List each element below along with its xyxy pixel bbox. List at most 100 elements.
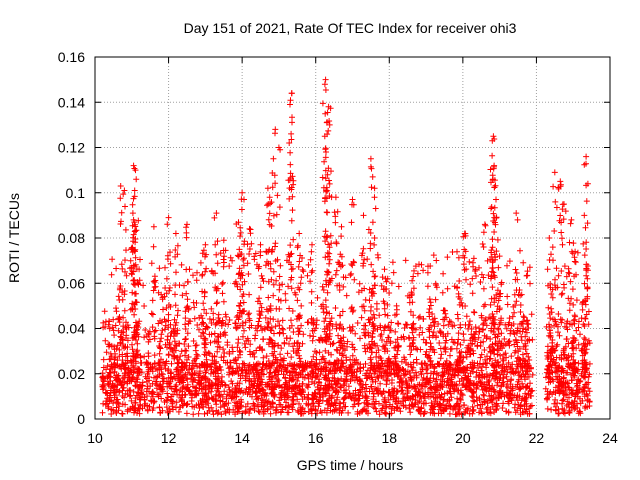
- data-point: [498, 330, 505, 337]
- data-point: [214, 348, 221, 355]
- data-point: [435, 372, 442, 378]
- data-point: [156, 265, 163, 272]
- data-point: [436, 340, 443, 346]
- data-point: [236, 303, 243, 310]
- data-point: [559, 235, 565, 242]
- data-point: [576, 408, 583, 415]
- data-point: [580, 240, 587, 247]
- data-point: [228, 378, 235, 385]
- data-point: [401, 372, 408, 379]
- data-point: [437, 406, 443, 413]
- data-point: [560, 396, 567, 403]
- data-point: [471, 398, 478, 405]
- data-point: [351, 276, 358, 283]
- data-point: [106, 398, 113, 405]
- data-point: [544, 343, 551, 350]
- data-point: [175, 408, 182, 415]
- data-point: [197, 259, 204, 266]
- data-point: [357, 368, 364, 374]
- data-point: [264, 323, 271, 330]
- data-point: [313, 321, 320, 328]
- data-point: [551, 228, 558, 234]
- data-point: [276, 397, 283, 404]
- data-point: [417, 324, 424, 331]
- data-point: [368, 374, 375, 381]
- data-point: [558, 291, 565, 298]
- data-point-peak: [322, 76, 329, 83]
- data-point: [308, 269, 315, 276]
- data-point: [164, 256, 171, 263]
- data-point: [441, 396, 447, 403]
- data-point: [545, 304, 552, 311]
- data-point: [341, 403, 348, 410]
- data-point: [500, 400, 507, 407]
- data-point: [478, 312, 485, 319]
- data-point: [348, 270, 355, 277]
- data-point: [571, 258, 578, 265]
- data-point: [217, 383, 224, 390]
- data-point: [491, 331, 498, 338]
- data-point: [348, 219, 355, 226]
- data-point: [244, 373, 250, 380]
- data-point: [412, 400, 419, 407]
- data-point: [185, 343, 192, 350]
- data-point: [440, 322, 447, 329]
- data-point: [481, 399, 488, 406]
- data-point: [119, 265, 126, 272]
- data-point: [319, 174, 326, 181]
- data-point: [553, 354, 560, 361]
- data-point: [356, 395, 363, 402]
- data-point: [215, 409, 222, 416]
- y-tick-label: 0.16: [58, 49, 85, 65]
- data-point: [558, 268, 565, 274]
- data-point: [296, 355, 303, 362]
- data-point: [569, 390, 575, 397]
- data-point: [548, 406, 555, 413]
- data-point: [267, 410, 274, 417]
- data-point: [493, 248, 500, 255]
- data-point: [200, 300, 207, 307]
- data-point: [347, 356, 354, 363]
- data-point: [309, 267, 316, 274]
- data-point: [456, 378, 463, 385]
- data-point: [308, 373, 314, 380]
- data-point: [277, 356, 284, 363]
- data-point: [566, 307, 573, 314]
- data-point: [361, 332, 368, 339]
- data-point: [567, 321, 573, 327]
- data-point: [206, 316, 213, 322]
- data-point: [148, 397, 154, 404]
- data-point: [135, 217, 142, 224]
- data-point: [141, 303, 148, 309]
- data-point: [508, 353, 515, 360]
- data-point: [310, 400, 317, 407]
- data-point: [371, 194, 378, 201]
- data-point: [410, 285, 417, 292]
- data-point: [121, 307, 128, 314]
- data-point: [140, 282, 147, 289]
- data-point: [583, 246, 590, 252]
- data-point: [171, 316, 178, 323]
- data-point: [279, 325, 286, 332]
- data-point: [528, 311, 535, 318]
- data-point: [435, 321, 442, 327]
- data-point: [255, 395, 262, 402]
- data-point: [566, 239, 573, 246]
- data-point: [378, 282, 385, 289]
- data-point: [345, 409, 352, 416]
- y-tick-label: 0.08: [58, 230, 85, 246]
- data-point: [578, 315, 585, 322]
- data-point: [433, 376, 440, 383]
- data-point: [369, 219, 376, 226]
- data-point: [109, 256, 116, 263]
- data-point: [446, 371, 453, 378]
- data-point: [199, 329, 206, 336]
- data-point: [341, 340, 348, 347]
- data-point: [488, 204, 495, 210]
- data-point: [242, 319, 249, 326]
- x-tick-label: 22: [529, 430, 545, 446]
- data-point: [366, 341, 373, 348]
- data-point: [298, 274, 305, 281]
- data-point: [214, 334, 221, 341]
- data-point: [191, 376, 198, 383]
